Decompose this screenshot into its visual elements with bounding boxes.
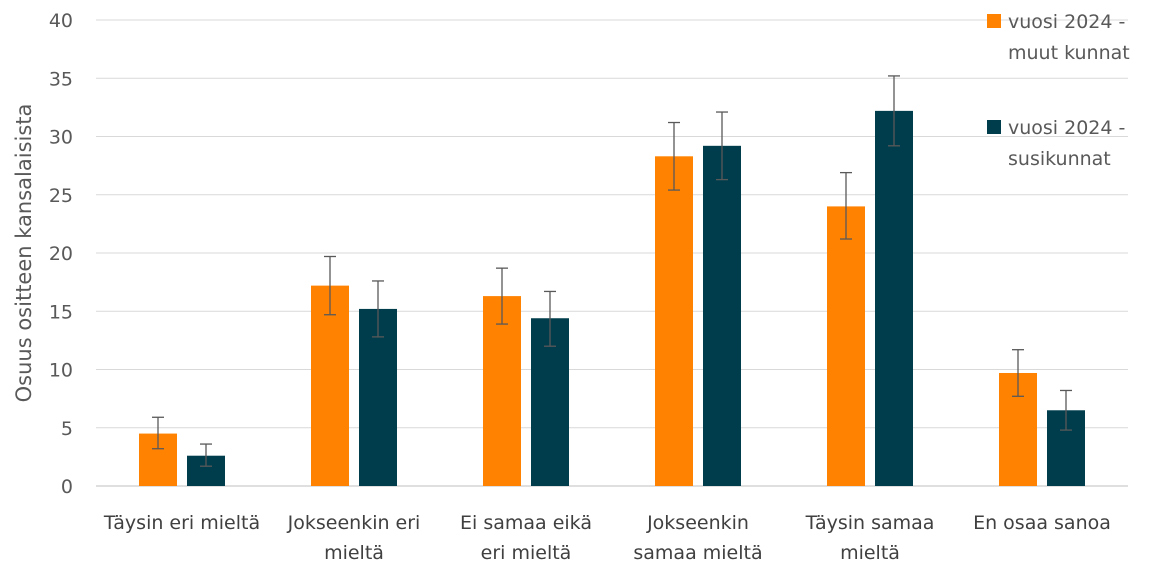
category-label: Täysin eri mieltä xyxy=(103,512,260,534)
y-tick-label: 0 xyxy=(61,476,73,498)
bar xyxy=(655,156,693,486)
y-tick-label: 15 xyxy=(49,301,73,323)
y-tick-label: 20 xyxy=(49,243,73,265)
bar xyxy=(703,145,741,486)
gridlines xyxy=(96,19,1128,487)
y-tick-label: 35 xyxy=(49,68,73,90)
legend-swatch xyxy=(987,14,1001,28)
category-label: Täysin samaa mieltä xyxy=(805,512,935,564)
y-tick-label: 25 xyxy=(49,185,73,207)
y-axis-ticks: 0 5 10 15 20 25 30 35 40 xyxy=(49,10,73,498)
legend-label: vuosi 2024 -muut kunnat xyxy=(1008,11,1130,64)
bars xyxy=(139,110,1085,487)
bar xyxy=(311,285,349,486)
legend-swatch xyxy=(987,120,1001,134)
category-label: Jokseenkin eri mieltä xyxy=(287,512,421,564)
legend-label: vuosi 2024 -susikunnat xyxy=(1008,117,1125,170)
y-axis-label: Osuus ositteen kansalaisista xyxy=(12,104,36,403)
y-tick-label: 5 xyxy=(61,418,73,440)
legend: vuosi 2024 -muut kunnat vuosi 2024 -susik… xyxy=(987,11,1130,170)
y-tick-label: 10 xyxy=(49,360,73,382)
category-label: Ei samaa eikä eri mieltä xyxy=(460,512,592,564)
bar xyxy=(827,206,865,486)
x-axis-categories: Täysin eri mieltä Jokseenkin eri mieltä Ei … xyxy=(103,512,1111,564)
bar xyxy=(359,308,397,486)
y-tick-label: 30 xyxy=(49,127,73,149)
category-label: Jokseenkin samaa mieltä xyxy=(633,512,762,564)
bar xyxy=(483,296,521,486)
error-bars xyxy=(152,75,1072,467)
category-label: En osaa sanoa xyxy=(973,512,1111,534)
y-tick-label: 40 xyxy=(49,10,73,32)
bar xyxy=(875,110,913,487)
